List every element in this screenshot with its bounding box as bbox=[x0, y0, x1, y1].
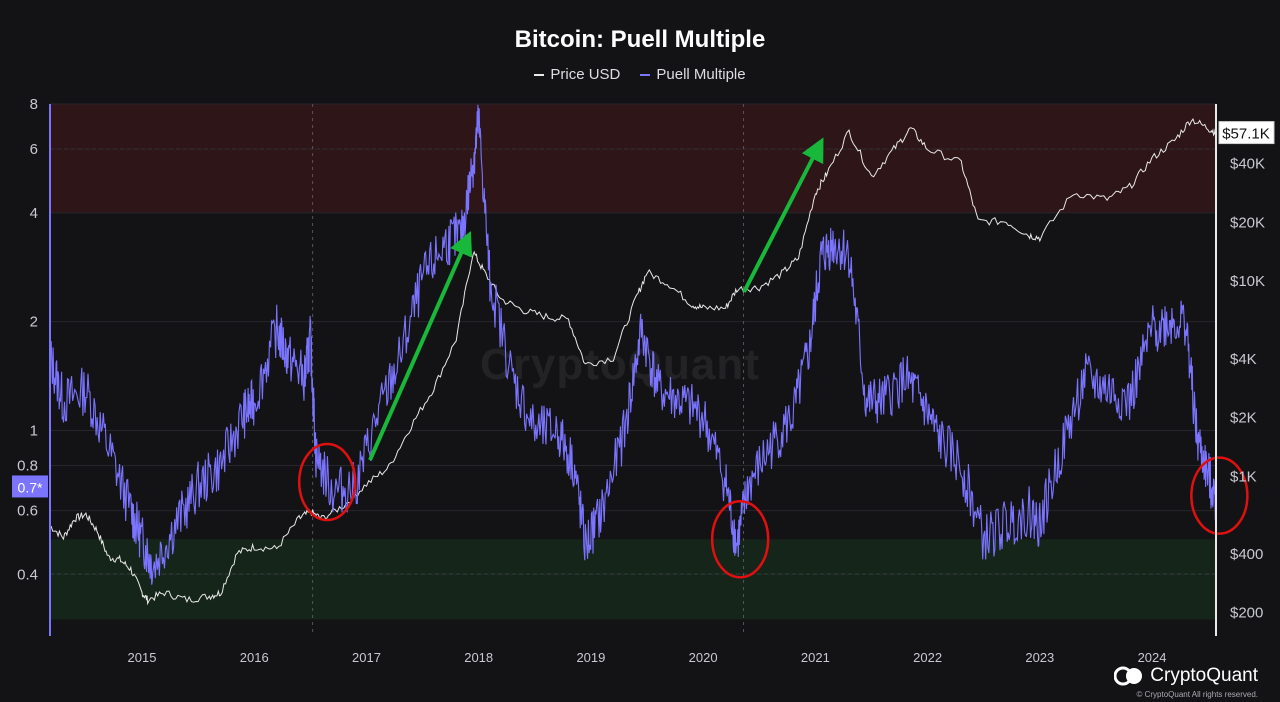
left-tick-label: 1 bbox=[30, 422, 38, 439]
x-tick-label: 2022 bbox=[913, 650, 942, 665]
brand-name: CryptoQuant bbox=[1150, 665, 1258, 686]
arrow-up bbox=[742, 137, 824, 293]
legend-label-price: Price USD bbox=[550, 66, 621, 83]
left-tick-label: 2 bbox=[30, 314, 38, 331]
annotations bbox=[297, 137, 1249, 579]
x-tick-label: 2021 bbox=[801, 650, 830, 665]
x-tick-label: 2015 bbox=[128, 650, 157, 665]
legend-item-price[interactable]: Price USD bbox=[534, 66, 620, 83]
right-tick-label: $4K bbox=[1230, 351, 1257, 368]
current-puell-box bbox=[12, 475, 48, 498]
left-tick-label: 0.4 bbox=[17, 566, 38, 583]
current-puell-label: 0.7* bbox=[18, 479, 43, 495]
left-tick-label: 0.6 bbox=[17, 503, 38, 520]
left-tick-label: 6 bbox=[30, 141, 38, 158]
highlight-circle bbox=[1190, 456, 1249, 535]
highlight-circle bbox=[710, 500, 770, 579]
right-tick-label: $10K bbox=[1230, 273, 1265, 290]
right-tick-label: $200 bbox=[1230, 605, 1263, 622]
axes: 0.4 0.6 0.8 1 2 4 6 8 $200 $400 $1K $2K $4K $10K $20K $… bbox=[12, 96, 1275, 665]
price-line bbox=[49, 117, 1217, 606]
copyright: © CryptoQuant All rights reserved. bbox=[1136, 690, 1259, 699]
right-tick-label: $1K bbox=[1230, 468, 1257, 485]
legend-swatch-price bbox=[534, 73, 545, 76]
legend-swatch-puell bbox=[640, 73, 651, 76]
puell-series bbox=[49, 104, 1217, 585]
puell-line bbox=[49, 104, 1217, 585]
x-tick-label: 2024 bbox=[1138, 650, 1167, 665]
zones bbox=[50, 104, 1216, 620]
left-tick-label: 0.8 bbox=[17, 457, 38, 474]
right-tick-label: $400 bbox=[1230, 546, 1263, 563]
right-tick-label: $2K bbox=[1230, 410, 1257, 427]
highlight-circle bbox=[297, 442, 357, 522]
high-zone bbox=[50, 104, 1216, 213]
right-tick-label: $40K bbox=[1230, 156, 1265, 173]
x-tick-label: 2017 bbox=[352, 650, 381, 665]
brand-logo: CryptoQuant bbox=[1114, 665, 1258, 687]
arrow-up bbox=[368, 231, 473, 461]
low-zone bbox=[50, 539, 1216, 620]
legend-label-puell: Puell Multiple bbox=[656, 66, 746, 83]
chart-title: Bitcoin: Puell Multiple bbox=[514, 26, 766, 53]
x-tick-label: 2018 bbox=[464, 650, 493, 665]
price-series bbox=[49, 117, 1217, 606]
x-tick-label: 2023 bbox=[1025, 650, 1054, 665]
right-tick-label: $20K bbox=[1230, 214, 1265, 231]
watermark: CryptoQuant bbox=[480, 340, 760, 389]
legend: Price USD Puell Multiple bbox=[0, 66, 1280, 83]
current-price-box bbox=[1218, 121, 1275, 145]
current-price-label: $57.1K bbox=[1222, 126, 1270, 143]
cryptoquant-logo-icon bbox=[1114, 666, 1143, 686]
x-tick-label: 2020 bbox=[689, 650, 718, 665]
left-tick-label: 8 bbox=[30, 96, 38, 113]
legend-item-puell[interactable]: Puell Multiple bbox=[640, 66, 746, 83]
left-tick-label: 4 bbox=[30, 205, 38, 222]
x-tick-label: 2016 bbox=[240, 650, 269, 665]
x-tick-label: 2019 bbox=[576, 650, 605, 665]
vertical-markers bbox=[312, 104, 745, 636]
